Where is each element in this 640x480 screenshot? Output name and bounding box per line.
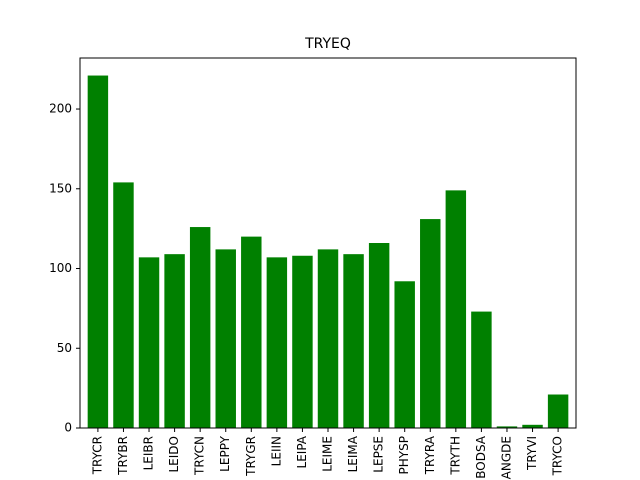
y-axis-ticks: 0 50 100 150 200 bbox=[49, 102, 80, 435]
x-tick-label: LEPPY bbox=[218, 435, 232, 471]
bar-angde bbox=[496, 426, 518, 428]
bar-leido bbox=[164, 254, 185, 428]
x-tick-label: TRYVI bbox=[525, 436, 539, 471]
bar-leppy bbox=[215, 249, 236, 428]
bar-tryth bbox=[445, 190, 467, 428]
x-tick-label: TRYCR bbox=[90, 436, 104, 475]
bar-leiin bbox=[266, 257, 288, 428]
y-tick-label: 0 bbox=[64, 421, 72, 435]
x-tick-label: LEPSE bbox=[372, 436, 386, 473]
x-tick-label: ANGDE bbox=[499, 436, 513, 479]
bar-leibr bbox=[138, 257, 160, 428]
bar-tryco bbox=[547, 394, 569, 428]
x-tick-label: TRYCO bbox=[551, 436, 565, 476]
y-tick-label: 100 bbox=[49, 261, 72, 275]
bar-bodsa bbox=[471, 311, 492, 428]
x-tick-label: TRYRA bbox=[423, 435, 437, 475]
bar-trygr bbox=[241, 236, 262, 428]
x-tick-label: LEIDO bbox=[167, 436, 181, 473]
y-tick-label: 150 bbox=[49, 181, 72, 195]
x-tick-label: LEIMA bbox=[346, 435, 360, 472]
bar-trybr bbox=[113, 182, 134, 428]
bar-tryvi bbox=[522, 424, 543, 428]
x-axis-ticks: TRYCR TRYBR LEIBR LEIDO TRYCN LEPPY TRYGR LEIIN… bbox=[90, 428, 565, 479]
x-tick-label: LEIIN bbox=[269, 436, 283, 466]
y-tick-label: 200 bbox=[49, 102, 72, 116]
bars-group bbox=[87, 75, 569, 428]
x-tick-label: TRYBR bbox=[116, 436, 130, 476]
bar-physp bbox=[394, 281, 415, 428]
x-tick-label: LEIME bbox=[321, 436, 335, 472]
x-tick-label: BODSA bbox=[474, 435, 488, 479]
bar-leime bbox=[317, 249, 339, 428]
y-tick-label: 50 bbox=[57, 341, 72, 355]
bar-lepse bbox=[368, 243, 390, 428]
bar-tryra bbox=[420, 219, 441, 428]
x-tick-label: TRYGR bbox=[244, 436, 258, 477]
plot-frame bbox=[79, 57, 577, 429]
bar-leima bbox=[343, 254, 364, 428]
bar-trycn bbox=[189, 227, 211, 428]
x-tick-label: LEIBR bbox=[142, 436, 156, 470]
x-tick-label: TRYCN bbox=[193, 436, 207, 476]
chart-title: TRYEQ bbox=[304, 36, 351, 52]
x-tick-label: PHYSP bbox=[397, 436, 411, 474]
bar-trycr bbox=[87, 75, 109, 428]
x-tick-label: TRYTH bbox=[448, 436, 462, 476]
bar-leipa bbox=[292, 255, 313, 428]
x-tick-label: LEIPA bbox=[295, 435, 309, 468]
